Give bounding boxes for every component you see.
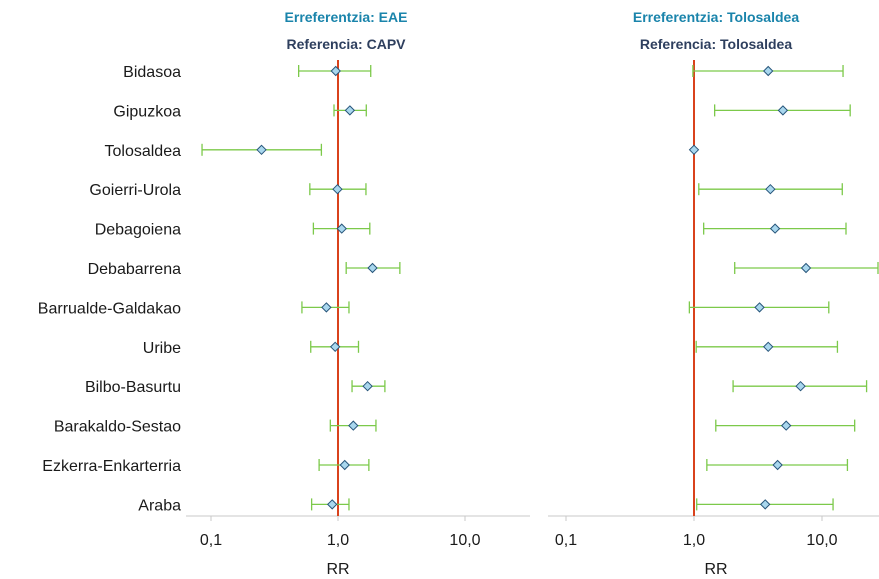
panel-2-title: Erreferentzia: Tolosaldea (633, 9, 799, 25)
estimate-marker (759, 499, 771, 510)
region-labels: Bidasoa Gipuzkoa Tolosaldea Goierri-Urola De… (38, 64, 181, 514)
estimate-marker (769, 223, 781, 234)
panel-1-subtitle: Referencia: CAPV (286, 36, 406, 52)
region-label: Debabarrena (88, 261, 182, 278)
estimate-marker (329, 341, 341, 353)
estimate-marker (344, 105, 356, 116)
estimate-marker (348, 420, 359, 431)
region-label: Ezkerra-Enkarterria (42, 458, 181, 475)
estimate-marker (321, 302, 332, 313)
estimate-marker (765, 183, 776, 195)
estimate-marker (332, 183, 343, 195)
region-label: Bilbo-Basurtu (85, 379, 181, 396)
estimate-marker (763, 65, 774, 77)
estimate-marker (772, 459, 783, 471)
estimate-marker (330, 65, 341, 77)
panel-2-x-axis-label: RR (704, 561, 727, 578)
estimate-marker (777, 105, 789, 116)
panel-1-title: Erreferentzia: EAE (285, 9, 408, 25)
region-label: Barrualde-Galdakao (38, 300, 181, 317)
panel-1-x-axis-label: RR (326, 561, 349, 578)
estimate-marker (367, 262, 378, 274)
panel-1-plot-area: 0,1 1,0 10,0 (186, 60, 530, 549)
region-label: Goierri-Urola (89, 182, 181, 199)
region-label: Debagoiena (95, 222, 181, 239)
region-label: Barakaldo-Sestao (54, 419, 181, 436)
x-tick-label: 0,1 (555, 532, 577, 549)
panel-2-subtitle: Referencia: Tolosaldea (640, 36, 792, 52)
estimate-marker (688, 144, 700, 156)
estimate-marker (754, 302, 765, 313)
x-tick-label: 10,0 (806, 532, 837, 549)
estimate-marker (780, 420, 792, 431)
estimate-marker (326, 499, 338, 510)
region-label: Uribe (143, 340, 181, 357)
estimate-marker (763, 341, 774, 353)
estimate-marker (336, 223, 347, 234)
estimate-marker (800, 262, 812, 274)
x-tick-label: 10,0 (449, 532, 480, 549)
x-tick-label: 1,0 (683, 532, 705, 549)
estimate-marker (339, 459, 350, 471)
region-label: Gipuzkoa (113, 103, 181, 120)
estimate-marker (795, 380, 806, 392)
region-label: Tolosaldea (105, 143, 182, 160)
x-tick-label: 0,1 (200, 532, 222, 549)
x-tick-label: 1,0 (327, 532, 349, 549)
region-label: Araba (138, 497, 181, 514)
region-label: Bidasoa (123, 64, 181, 81)
panel-2-plot-area: 0,1 1,0 10,0 (548, 60, 879, 549)
estimate-marker (362, 380, 373, 392)
estimate-marker (256, 144, 267, 156)
